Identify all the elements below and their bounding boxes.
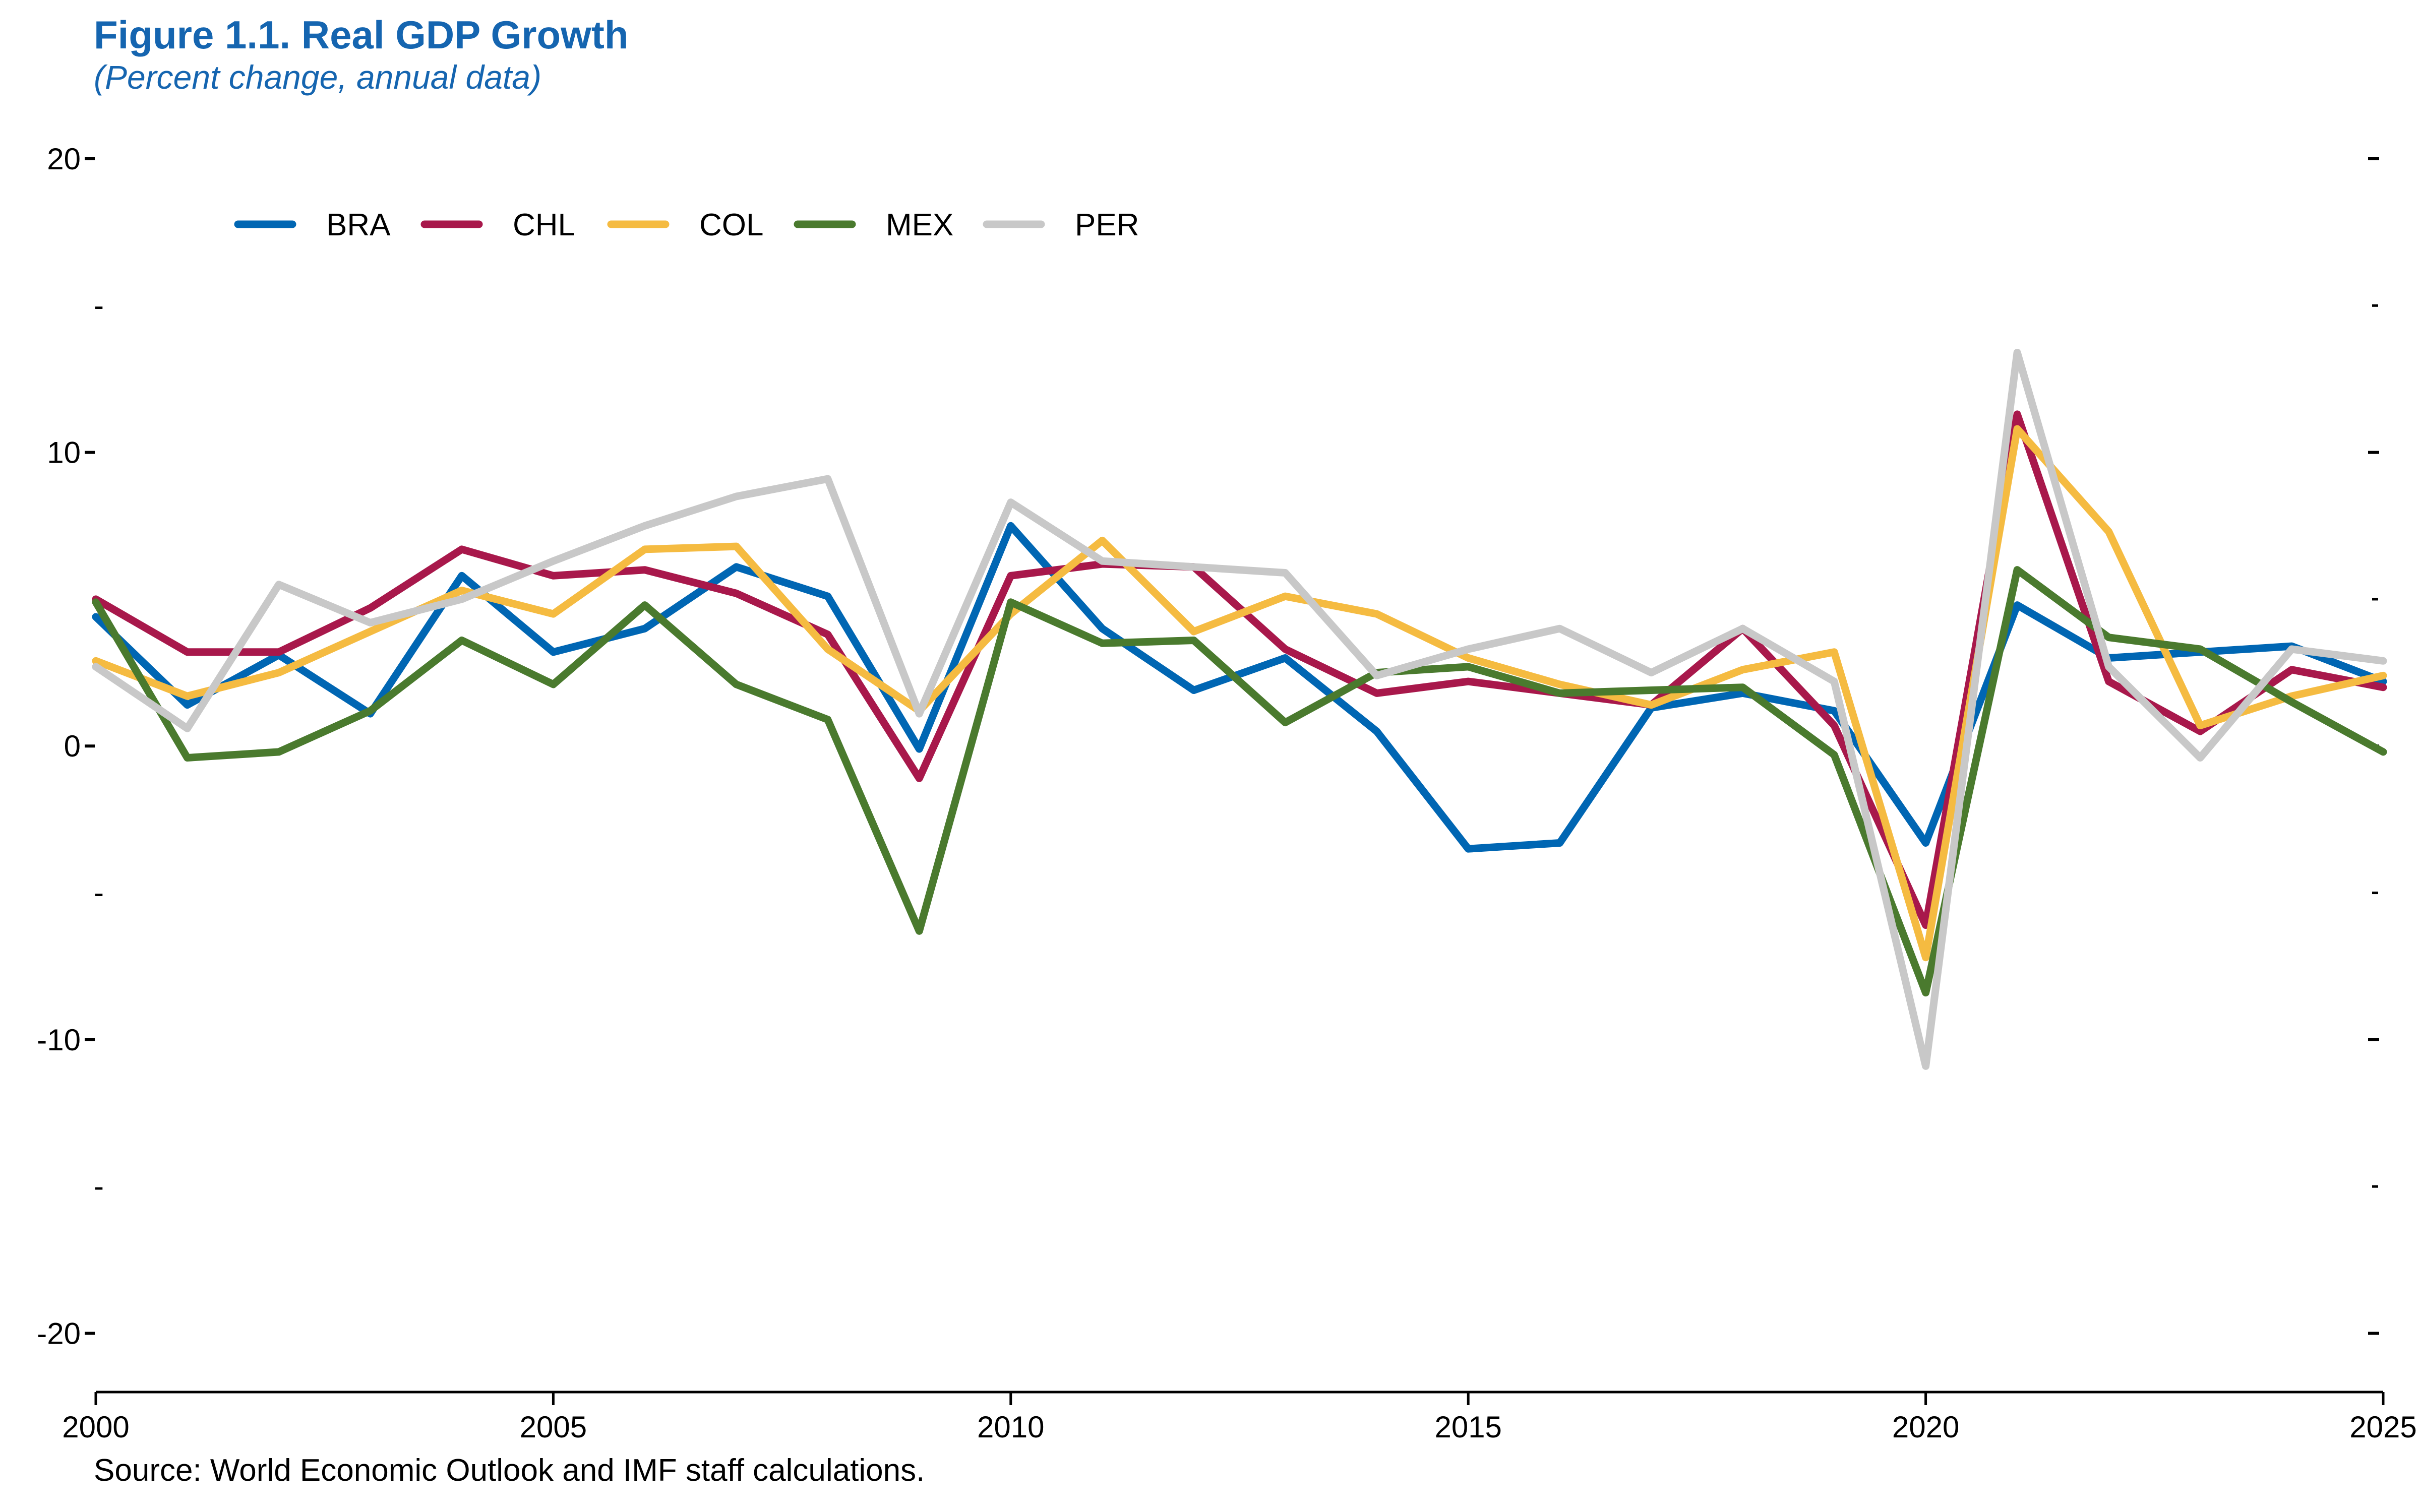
y-tick-label: -10 <box>37 1023 81 1057</box>
series-lines <box>92 349 2387 1070</box>
x-tick-label: 2005 <box>520 1410 587 1444</box>
y-minor-tick-label: - <box>94 288 104 322</box>
legend-item-chl: CHL <box>420 208 575 242</box>
series-line-per <box>92 349 2387 1070</box>
y-minor-tick-label: - <box>94 876 104 910</box>
y-tick-label: 20 <box>47 142 81 176</box>
legend-label: PER <box>1075 208 1139 242</box>
source-note: Source: World Economic Outlook and IMF s… <box>94 1453 925 1488</box>
legend-item-col: COL <box>607 208 763 242</box>
legend-item-bra: BRA <box>234 208 391 242</box>
chart-subtitle: (Percent change, annual data) <box>94 58 541 96</box>
x-tick-label: 2025 <box>2349 1410 2416 1444</box>
x-tick-label: 2020 <box>1892 1410 1959 1444</box>
y-tick-label: 10 <box>47 436 81 470</box>
y-tick-label: 0 <box>64 729 81 763</box>
legend-label: BRA <box>326 208 391 242</box>
x-tick-label: 2000 <box>62 1410 129 1444</box>
legend-item-mex: MEX <box>794 208 953 242</box>
legend-item-per: PER <box>983 208 1139 242</box>
legend: BRA CHL COL MEX PER <box>234 208 1139 242</box>
chart-title: Figure 1.1. Real GDP Growth <box>94 13 628 57</box>
y-tick-label: -20 <box>37 1316 81 1350</box>
series-line-chl <box>92 410 2387 929</box>
series-line-bra <box>92 522 2387 853</box>
series-line-mex <box>92 566 2387 997</box>
legend-label: COL <box>699 208 763 242</box>
legend-label: MEX <box>886 208 953 242</box>
legend-label: CHL <box>513 208 575 242</box>
x-tick-label: 2015 <box>1434 1410 1501 1444</box>
x-tick-label: 2010 <box>977 1410 1044 1444</box>
y-minor-tick-label: - <box>94 1169 104 1203</box>
series-line-col <box>92 425 2387 962</box>
